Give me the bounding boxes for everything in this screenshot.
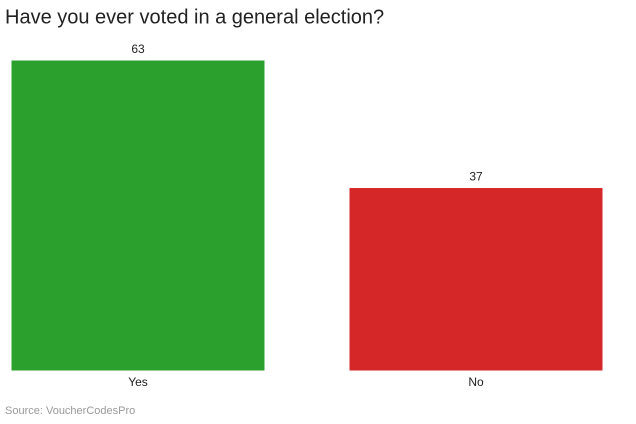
chart-title: Have you ever voted in a general electio…: [5, 6, 384, 28]
value-label: 37: [469, 170, 483, 184]
bar: [349, 188, 603, 371]
value-label: 63: [131, 42, 145, 56]
x-tick-label: Yes: [128, 375, 148, 389]
bar: [11, 60, 265, 371]
source-note: Source: VoucherCodesPro: [5, 405, 135, 417]
x-tick-label: No: [468, 375, 484, 389]
